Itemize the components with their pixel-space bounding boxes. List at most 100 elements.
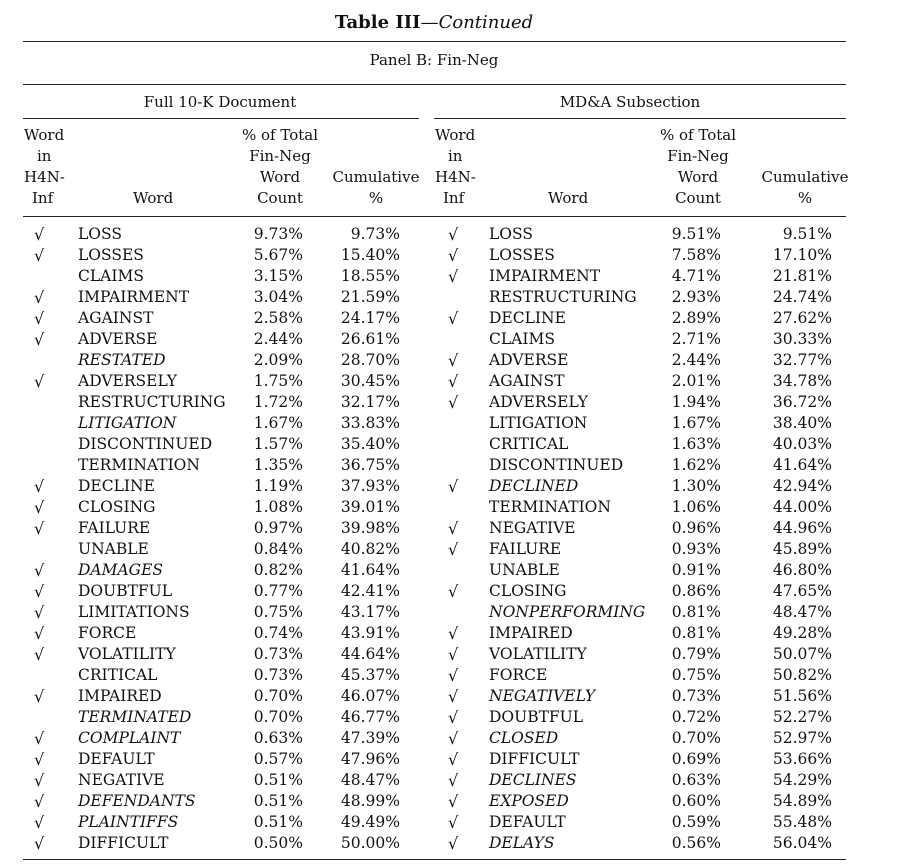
right-pct-total-cell: 0.93% xyxy=(671,540,721,558)
left-pct-total-cell: 0.51% xyxy=(253,771,303,789)
left-word-cell: DISCONTINUED xyxy=(78,435,213,453)
header-line: in xyxy=(37,147,52,165)
right-pct-total-cell: 9.51% xyxy=(671,225,721,243)
table-title-bold: Table III xyxy=(334,12,421,33)
checkmark-icon: √ xyxy=(34,288,45,307)
left-pct-total-cell: 1.72% xyxy=(253,393,303,411)
checkmark-icon: √ xyxy=(34,603,45,622)
left-word-cell: COMPLAINT xyxy=(78,729,181,747)
right-pct-total-cell: 0.56% xyxy=(671,834,721,852)
left-cumulative-cell: 35.40% xyxy=(340,435,400,453)
right-word-cell: ADVERSELY xyxy=(489,393,588,411)
header-line: Inf xyxy=(32,189,54,207)
right-word-cell: RESTRUCTURING xyxy=(489,288,637,306)
table-row: DISCONTINUED 1.57% 35.40% CRITICAL 1.63% 40.0… xyxy=(0,434,900,455)
left-pct-total-cell: 0.51% xyxy=(253,813,303,831)
table-row: RESTATED 2.09% 28.70% √ ADVERSE 2.44% 32.77% xyxy=(0,350,900,371)
right-cumulative-cell: 50.07% xyxy=(772,645,832,663)
checkmark-icon: √ xyxy=(34,561,45,580)
checkmark-icon: √ xyxy=(34,582,45,601)
header-rule xyxy=(23,216,846,217)
left-word-cell: DOUBTFUL xyxy=(78,582,173,600)
header-line: Cumulative xyxy=(761,168,849,186)
right-word-cell: NEGATIVE xyxy=(489,519,576,537)
left-word-cell: DEFAULT xyxy=(78,750,155,768)
checkmark-icon: √ xyxy=(34,309,45,328)
left-pct-total-cell: 2.58% xyxy=(253,309,303,327)
left-word-cell: CLOSING xyxy=(78,498,156,516)
right-cumulative-cell: 50.82% xyxy=(772,666,832,684)
right-pct-total-cell: 2.01% xyxy=(671,372,721,390)
left-pct-total-cell: 0.82% xyxy=(253,561,303,579)
header-line: Fin-Neg xyxy=(667,147,729,165)
table-row: √ DOUBTFUL 0.77% 42.41% √ CLOSING 0.86% 47.65% xyxy=(0,581,900,602)
left-cumulative-cell: 33.83% xyxy=(340,414,400,432)
right-cumulative-cell: 36.72% xyxy=(772,393,832,411)
right-pct-total-cell: 1.30% xyxy=(671,477,721,495)
right-pct-total-cell: 1.62% xyxy=(671,456,721,474)
left-cumulative-cell: 49.49% xyxy=(340,813,400,831)
right-word-cell: ADVERSE xyxy=(489,351,569,369)
right-pct-total-cell: 1.63% xyxy=(671,435,721,453)
left-word-cell: UNABLE xyxy=(78,540,149,558)
header-line: % of Total xyxy=(241,126,318,144)
right-word-cell: CRITICAL xyxy=(489,435,569,453)
left-pct-total-cell: 1.35% xyxy=(253,456,303,474)
left-pct-total-cell: 0.73% xyxy=(253,645,303,663)
header-pct-total-left: % of Total Fin-Neg Word Count xyxy=(228,125,332,209)
table-row: CRITICAL 0.73% 45.37% √ FORCE 0.75% 50.82% xyxy=(0,665,900,686)
left-word-cell: FORCE xyxy=(78,624,137,642)
right-pct-total-cell: 2.93% xyxy=(671,288,721,306)
left-word-cell: ADVERSELY xyxy=(78,372,177,390)
left-pct-total-cell: 0.77% xyxy=(253,582,303,600)
left-cumulative-cell: 18.55% xyxy=(340,267,400,285)
header-line: % xyxy=(797,189,813,207)
left-word-cell: NEGATIVE xyxy=(78,771,165,789)
right-word-cell: LITIGATION xyxy=(489,414,588,432)
right-pct-total-cell: 7.58% xyxy=(671,246,721,264)
left-word-cell: AGAINST xyxy=(78,309,154,327)
table-row: √ DEFAULT 0.57% 47.96% √ DIFFICULT 0.69% 53.66% xyxy=(0,749,900,770)
table-row: TERMINATED 0.70% 46.77% √ DOUBTFUL 0.72% 52.27… xyxy=(0,707,900,728)
right-pct-total-cell: 0.81% xyxy=(671,624,721,642)
right-cumulative-cell: 24.74% xyxy=(772,288,832,306)
left-cumulative-cell: 36.75% xyxy=(340,456,400,474)
checkmark-icon: √ xyxy=(448,666,459,685)
header-word-left: Word xyxy=(133,189,174,207)
checkmark-icon: √ xyxy=(34,834,45,853)
table-row: √ COMPLAINT 0.63% 47.39% √ CLOSED 0.70% 52.97% xyxy=(0,728,900,749)
checkmark-icon: √ xyxy=(448,246,459,265)
checkmark-icon: √ xyxy=(448,729,459,748)
left-cumulative-cell: 15.40% xyxy=(340,246,400,264)
table-title: Table III—Continued xyxy=(0,12,868,33)
right-cumulative-cell: 40.03% xyxy=(772,435,832,453)
left-cumulative-cell: 30.45% xyxy=(340,372,400,390)
left-pct-total-cell: 0.74% xyxy=(253,624,303,642)
right-cumulative-cell: 27.62% xyxy=(772,309,832,327)
right-word-cell: EXPOSED xyxy=(489,792,569,810)
left-word-cell: PLAINTIFFS xyxy=(78,813,179,831)
left-pct-total-cell: 0.97% xyxy=(253,519,303,537)
table-row: RESTRUCTURING 1.72% 32.17% √ ADVERSELY 1.94% 3… xyxy=(0,392,900,413)
right-word-cell: TERMINATION xyxy=(489,498,611,516)
table-row: √ IMPAIRED 0.70% 46.07% √ NEGATIVELY 0.73% 51.5… xyxy=(0,686,900,707)
left-word-cell: ADVERSE xyxy=(78,330,158,348)
checkmark-icon: √ xyxy=(448,624,459,643)
right-cumulative-cell: 17.10% xyxy=(772,246,832,264)
left-cumulative-cell: 47.39% xyxy=(340,729,400,747)
checkmark-icon: √ xyxy=(448,519,459,538)
right-word-cell: DEFAULT xyxy=(489,813,566,831)
right-pct-total-cell: 0.81% xyxy=(671,603,721,621)
table-row: √ IMPAIRMENT 3.04% 21.59% RESTRUCTURING 2.93%… xyxy=(0,287,900,308)
header-line: % xyxy=(368,189,384,207)
left-pct-total-cell: 0.57% xyxy=(253,750,303,768)
header-line: Word xyxy=(259,168,301,186)
table-row: √ VOLATILITY 0.73% 44.64% √ VOLATILITY 0.79% 50… xyxy=(0,644,900,665)
header-pct-total-right: % of Total Fin-Neg Word Count xyxy=(646,125,750,209)
left-cumulative-cell: 46.77% xyxy=(340,708,400,726)
left-cumulative-cell: 28.70% xyxy=(340,351,400,369)
header-line: Count xyxy=(675,189,721,207)
right-word-cell: DIFFICULT xyxy=(489,750,580,768)
left-word-cell: TERMINATED xyxy=(78,708,192,726)
right-word-cell: LOSSES xyxy=(489,246,555,264)
